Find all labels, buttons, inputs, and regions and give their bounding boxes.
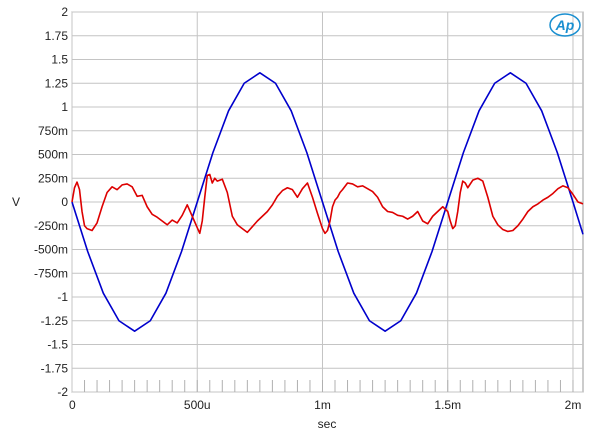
y-tick-label: -750m — [34, 266, 68, 280]
x-tick-label: 1.5m — [434, 398, 461, 412]
x-axis-title: sec — [318, 417, 337, 431]
ap-logo-text: Ap — [555, 17, 575, 33]
x-tick-label: 0 — [69, 398, 76, 412]
y-tick-label: -1.5 — [47, 338, 68, 352]
y-tick-label: 750m — [38, 124, 68, 138]
y-tick-label: 250m — [38, 171, 68, 185]
y-tick-label: 500m — [38, 148, 68, 162]
y-tick-label: 1.25 — [45, 76, 69, 90]
y-tick-label: 0 — [61, 195, 68, 209]
y-tick-labels: 2 1.75 1.5 1.25 1 750m 500m 250m 0 -250m -500m -750… — [34, 5, 68, 399]
y-tick-label: 1.75 — [45, 29, 69, 43]
ap-logo: Ap — [549, 13, 581, 37]
y-tick-label: 2 — [61, 5, 68, 19]
series-line-1 — [71, 72, 584, 332]
x-tick-label: 500u — [184, 398, 211, 412]
y-tick-label: 1.5 — [51, 53, 68, 67]
y-tick-label: -1 — [57, 290, 68, 304]
y-tick-label: 1 — [61, 100, 68, 114]
series-line-2 — [71, 173, 584, 235]
y-tick-label: -500m — [34, 243, 68, 257]
y-tick-label: -2 — [57, 385, 68, 399]
x-tick-label: 1m — [314, 398, 331, 412]
x-tick-labels: 0 500u 1m 1.5m 2m — [69, 398, 581, 412]
y-tick-label: -1.25 — [41, 314, 69, 328]
x-tick-label: 2m — [565, 398, 582, 412]
minor-x-ticks — [84, 380, 574, 392]
y-tick-label: -1.75 — [41, 361, 69, 375]
ap-logo-ring — [549, 13, 581, 37]
y-tick-label: -250m — [34, 219, 68, 233]
series-layer — [71, 72, 584, 332]
y-axis-title: V — [12, 195, 20, 209]
